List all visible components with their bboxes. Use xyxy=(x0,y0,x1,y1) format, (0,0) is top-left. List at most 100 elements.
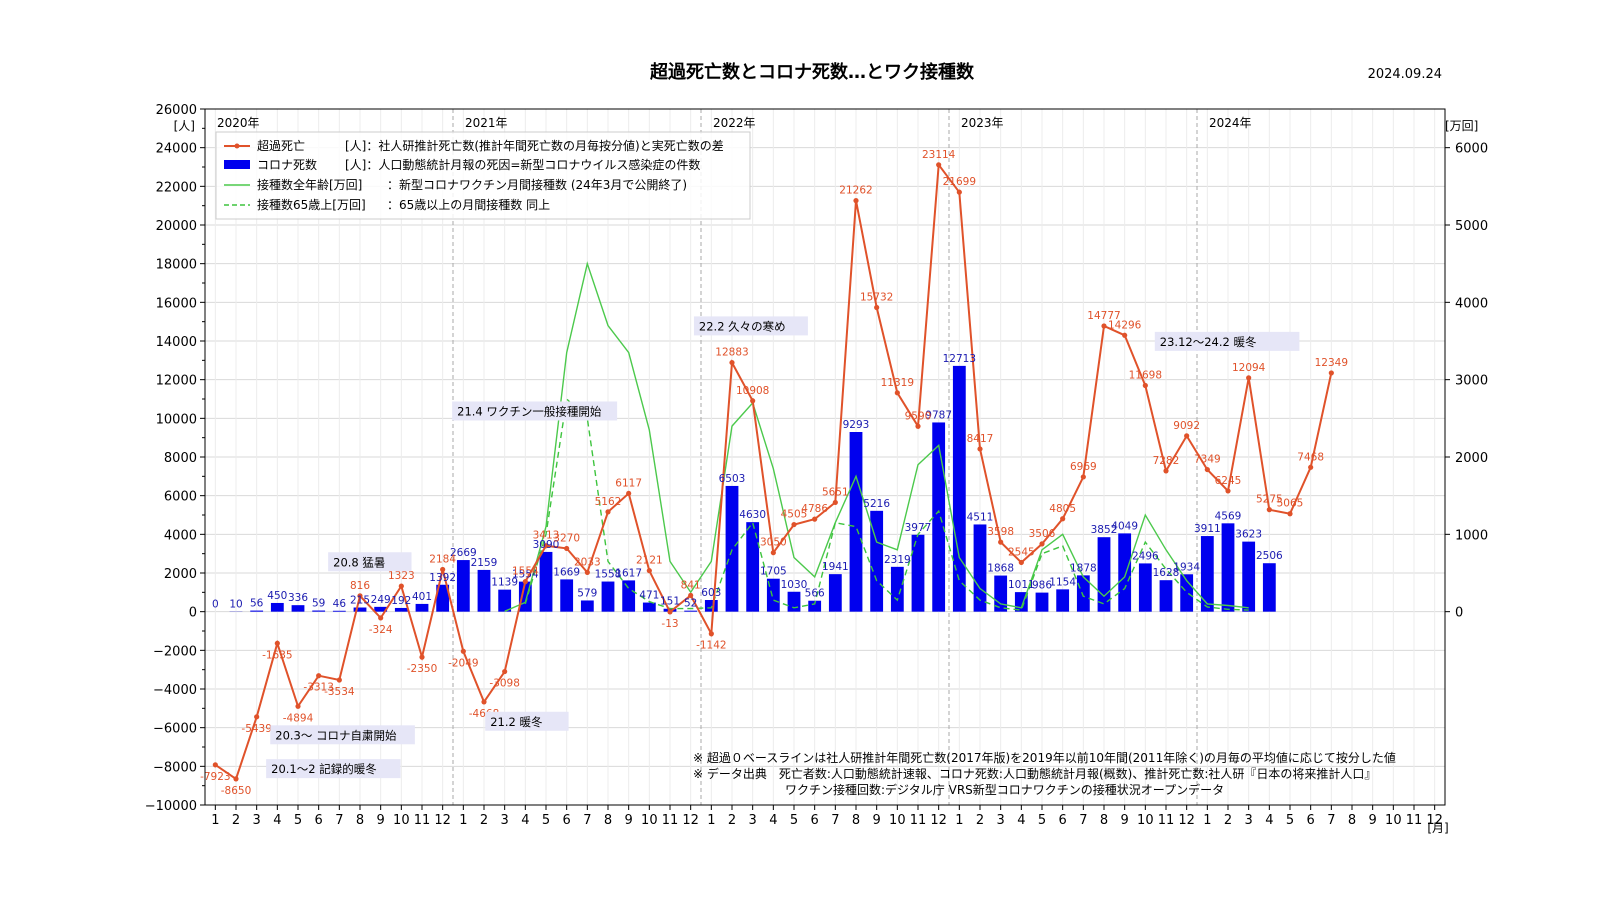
covid-death-label: 1669 xyxy=(553,566,580,578)
left-axis-unit: [人] xyxy=(174,119,195,133)
annotation-box xyxy=(1154,331,1300,351)
excess-death-label: 3050 xyxy=(760,537,787,549)
x-tick-label: 10 xyxy=(393,813,410,828)
right-tick-label: 1000 xyxy=(1455,528,1488,543)
covid-death-bar xyxy=(456,560,470,612)
excess-death-point xyxy=(378,615,384,621)
left-tick-label: 14000 xyxy=(156,335,197,350)
excess-death-point xyxy=(1184,433,1190,439)
annotation-box xyxy=(328,552,412,572)
excess-death-point xyxy=(564,545,570,552)
covid-death-label: 1011 xyxy=(1008,579,1035,591)
covid-death-bar xyxy=(622,580,636,612)
excess-death-point xyxy=(729,359,735,366)
covid-death-label: 2669 xyxy=(450,547,477,559)
covid-death-label: 1558 xyxy=(595,569,622,581)
excess-death-label: 7282 xyxy=(1153,455,1180,467)
footnote-1: ※ 超過０ベースラインは社人研推計年間死亡数(2017年版)を2019年以前10… xyxy=(693,750,1396,765)
excess-death-label: 841 xyxy=(681,579,701,591)
covid-death-label: 3911 xyxy=(1194,523,1221,535)
legend-item-vax-all: 接種数全年齢[万回] ：新型コロナワクチン月間接種数 (24年3月で公開終了) xyxy=(224,177,687,192)
x-tick-label: 6 xyxy=(811,813,819,828)
year-label: 2024年 xyxy=(1209,116,1252,130)
covid-death-label: 1617 xyxy=(615,567,642,579)
covid-death-bar xyxy=(746,522,760,612)
covid-death-label: 56 xyxy=(250,598,264,610)
right-tick-label: 2000 xyxy=(1455,451,1488,466)
x-tick-label: 3 xyxy=(1245,813,1253,828)
excess-death-point xyxy=(605,509,611,515)
excess-death-point xyxy=(832,499,838,506)
excess-death-label: 5651 xyxy=(822,486,849,498)
left-tick-label: 4000 xyxy=(164,528,197,543)
excess-death-label: 2033 xyxy=(574,556,601,568)
excess-death-point xyxy=(1122,332,1128,338)
excess-death-point xyxy=(791,521,797,528)
excess-death-label: 5275 xyxy=(1256,494,1283,506)
excess-death-label: 12349 xyxy=(1315,357,1348,369)
excess-death-label: -1142 xyxy=(696,640,727,652)
x-tick-label: 9 xyxy=(1369,813,1377,828)
covid-death-bar xyxy=(1118,533,1132,612)
right-tick-label: 0 xyxy=(1455,606,1463,621)
excess-death-label: 6969 xyxy=(1070,461,1097,473)
excess-death-point xyxy=(915,423,921,429)
excess-death-point xyxy=(646,568,652,574)
covid-death-label: 3977 xyxy=(905,522,932,534)
x-tick-label: 8 xyxy=(604,813,612,828)
left-tick-label: 8000 xyxy=(164,451,197,466)
annotation-text: 21.4 ワクチン一般接種開始 xyxy=(457,404,602,418)
annotation-box xyxy=(270,725,415,745)
excess-death-label: 15732 xyxy=(860,292,893,304)
excess-death-point xyxy=(274,640,280,646)
excess-death-label: 9092 xyxy=(1173,420,1200,432)
x-tick-label: 12 xyxy=(1426,813,1443,828)
covid-death-label: 1628 xyxy=(1153,567,1180,579)
excess-death-label: 10908 xyxy=(736,385,769,397)
axes: −10000 −8000 −6000 −4000 −2000 0 2000 4000 6000 8… xyxy=(145,103,1488,828)
left-tick-label: −8000 xyxy=(153,760,197,775)
excess-death-point xyxy=(481,699,487,705)
covid-death-bar xyxy=(1159,580,1173,612)
x-tick-label: 12 xyxy=(1178,813,1195,828)
x-tick-label: 9 xyxy=(377,813,385,828)
x-tick-label: 3 xyxy=(253,813,261,828)
legend-item-vax-65: 接種数65歳上[万回] ：65歳以上の月間接種数 同上 xyxy=(224,197,550,212)
excess-death-point xyxy=(419,654,425,660)
right-tick-label: 3000 xyxy=(1455,374,1488,389)
covid-death-label: 1705 xyxy=(760,566,787,578)
excess-death-point xyxy=(977,446,983,452)
excess-death-label: 14777 xyxy=(1087,310,1120,322)
covid-death-label: 2319 xyxy=(884,554,911,566)
excess-death-point xyxy=(522,579,528,585)
covid-death-bar xyxy=(1242,541,1256,612)
covid-death-bar xyxy=(498,589,512,612)
covid-death-bar xyxy=(890,566,904,612)
covid-death-label: 1139 xyxy=(491,577,518,589)
covid-death-bar xyxy=(312,610,326,612)
annotation-text: 21.2 暖冬 xyxy=(490,715,543,729)
x-tick-label: 3 xyxy=(997,813,1005,828)
x-tick-label: 6 xyxy=(1307,813,1315,828)
excess-death-point xyxy=(667,609,673,615)
x-tick-label: 7 xyxy=(335,813,343,828)
legend-item-excess: 超過死亡 [人]：社人研推計死亡数(推計年間死亡数の月毎按分値)と実死亡数の差 xyxy=(224,138,724,153)
excess-death-label: 11319 xyxy=(881,377,914,389)
x-tick-label: 11 xyxy=(662,813,679,828)
excess-death-point xyxy=(1039,541,1045,547)
covid-death-label: 10 xyxy=(229,598,242,610)
excess-death-point xyxy=(357,593,363,599)
excess-death-point xyxy=(708,631,714,637)
covid-death-label: 4511 xyxy=(967,511,994,523)
left-tick-label: 10000 xyxy=(156,412,197,427)
covid-death-bar xyxy=(1056,589,1070,612)
excess-death-label: 1323 xyxy=(388,570,415,582)
covid-death-bar xyxy=(601,581,615,612)
chart-title: 超過死亡数とコロナ死数…とワク接種数 xyxy=(650,61,975,83)
covid-death-bar xyxy=(270,602,284,612)
excess-death-point xyxy=(998,539,1004,545)
x-tick-label: 10 xyxy=(1385,813,1402,828)
excess-death-label: 12094 xyxy=(1232,362,1266,374)
excess-death-point xyxy=(853,198,859,204)
excess-death-label: 6245 xyxy=(1215,475,1242,487)
